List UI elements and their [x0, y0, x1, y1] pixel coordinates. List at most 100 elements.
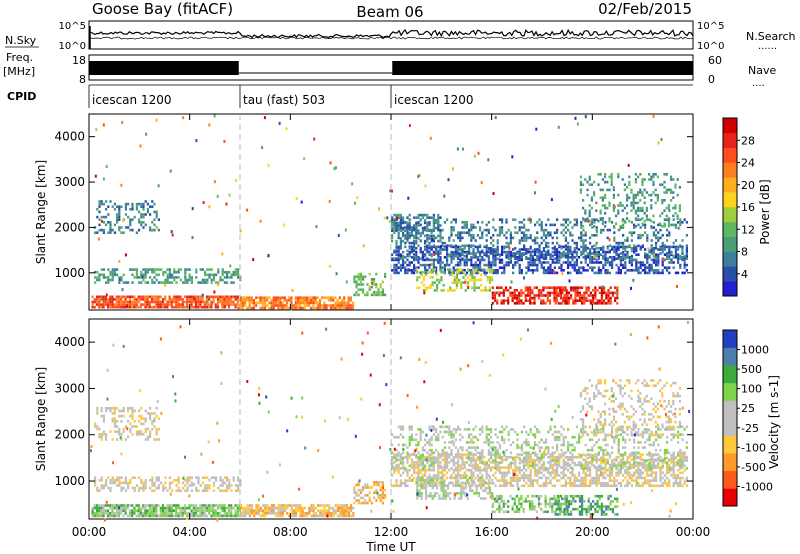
- heatmap-cell: [146, 281, 149, 284]
- heatmap-cell: [161, 298, 165, 301]
- heatmap-cell: [221, 270, 224, 274]
- heatmap-cell: [441, 261, 444, 264]
- heatmap-cell: [666, 218, 669, 221]
- heatmap-cell: [468, 453, 471, 456]
- heatmap-cell: [457, 249, 460, 253]
- heatmap-cell: [608, 188, 611, 192]
- heatmap-cell: [564, 455, 567, 459]
- heatmap-cell: [430, 253, 433, 256]
- heatmap-cell: [518, 291, 521, 295]
- heatmap-cell: [583, 296, 586, 300]
- heatmap-cell: [341, 514, 344, 518]
- heatmap-cell: [122, 231, 125, 234]
- heatmap-cell: [253, 514, 256, 518]
- heatmap-cell: [650, 269, 653, 272]
- heatmap-cell: [586, 217, 589, 220]
- heatmap-cell: [155, 118, 158, 122]
- heatmap-cell: [643, 188, 646, 192]
- heatmap-cell: [368, 486, 371, 489]
- heatmap-cell: [601, 204, 604, 207]
- heatmap-cell: [297, 504, 300, 507]
- heatmap-cell: [556, 241, 559, 245]
- heatmap-cell: [312, 509, 315, 512]
- heatmap-cell: [443, 241, 446, 245]
- heatmap-cell: [121, 120, 124, 124]
- heatmap-cell: [507, 241, 510, 245]
- heatmap-cell: [428, 468, 431, 472]
- heatmap-cell: [584, 212, 587, 215]
- heatmap-cell: [608, 271, 611, 275]
- heatmap-cell: [223, 504, 226, 507]
- heatmap-cell: [416, 268, 419, 271]
- heatmap-cell: [329, 299, 333, 302]
- heatmap-cell: [531, 481, 534, 485]
- heatmap-cell: [479, 484, 482, 488]
- heatmap-cell: [120, 226, 123, 229]
- heatmap-cell: [609, 296, 612, 300]
- heatmap-cell: [437, 474, 440, 477]
- heatmap-cell: [201, 305, 204, 309]
- heatmap-cell: [534, 466, 537, 469]
- heatmap-cell: [137, 512, 140, 515]
- heatmap-cell: [393, 213, 396, 217]
- heatmap-cell: [571, 263, 574, 267]
- heatmap-cell: [366, 483, 369, 487]
- heatmap-cell: [373, 491, 376, 494]
- heatmap-cell: [279, 514, 282, 518]
- heatmap-cell: [418, 286, 421, 290]
- heatmap-cell: [226, 489, 229, 492]
- heatmap-cell: [606, 271, 609, 275]
- heatmap-cell: [533, 286, 536, 289]
- heatmap-cell: [399, 229, 402, 232]
- heatmap-cell: [285, 299, 289, 302]
- heatmap-cell: [584, 249, 587, 253]
- heatmap-cell: [111, 412, 114, 415]
- heatmap-cell: [681, 252, 684, 255]
- heatmap-cell: [594, 289, 597, 292]
- heatmap-cell: [426, 237, 429, 240]
- heatmap-cell: [95, 295, 99, 299]
- heatmap-cell: [538, 249, 541, 253]
- heatmap-cell: [212, 489, 215, 492]
- heatmap-cell: [118, 433, 121, 436]
- heatmap-cell: [417, 261, 420, 264]
- heatmap-cell: [336, 509, 339, 512]
- heatmap-cell: [228, 484, 231, 487]
- heatmap-cell: [140, 407, 143, 410]
- heatmap-cell: [214, 295, 217, 299]
- heatmap-cell: [144, 506, 147, 510]
- heatmap-cell: [461, 252, 464, 255]
- heatmap-cell: [540, 228, 543, 232]
- heatmap-cell: [151, 479, 154, 482]
- heatmap-cell: [131, 295, 134, 299]
- heatmap-cell: [192, 514, 195, 518]
- heatmap-cell: [443, 479, 446, 482]
- heatmap-cell: [492, 253, 495, 256]
- heatmap-cell: [426, 213, 429, 217]
- heatmap-cell: [153, 295, 156, 299]
- heatmap-cell: [591, 245, 594, 249]
- heatmap-cell: [470, 236, 473, 240]
- heatmap-cell: [96, 270, 99, 274]
- heatmap-cell: [526, 289, 530, 292]
- heatmap-cell: [93, 504, 96, 507]
- heatmap-cell: [600, 228, 603, 232]
- heatmap-cell: [527, 218, 530, 221]
- heatmap-cell: [663, 173, 666, 176]
- heatmap-cell: [205, 504, 209, 507]
- heatmap-cell: [454, 221, 457, 224]
- heatmap-cell: [261, 304, 264, 307]
- heatmap-cell: [644, 269, 647, 272]
- heatmap-cell: [666, 228, 669, 232]
- heatmap-cell: [665, 214, 668, 218]
- heatmap-cell: [571, 266, 574, 269]
- heatmap-cell: [426, 468, 429, 472]
- heatmap-cell: [567, 228, 570, 232]
- heatmap-cell: [676, 178, 679, 181]
- heatmap-cell: [171, 489, 174, 492]
- heatmap-cell: [404, 468, 407, 472]
- heatmap-cell: [523, 231, 526, 234]
- heatmap-cell: [415, 216, 418, 219]
- noise-right-tick-bottom: 10^0: [697, 41, 724, 52]
- heatmap-cell: [279, 306, 282, 310]
